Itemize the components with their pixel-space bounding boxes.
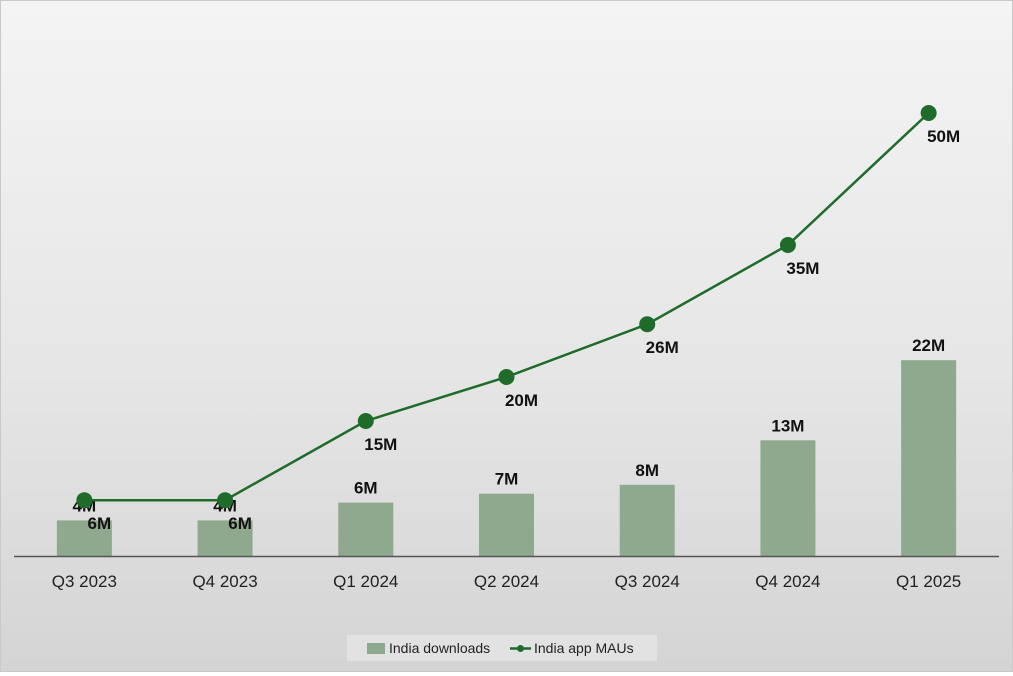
maus-value-label: 26M [646,338,679,357]
bar-5 [619,484,675,556]
maus-value-label: 6M [228,514,252,533]
legend-maus-label: India app MAUs [534,640,634,656]
x-tick-label: Q2 2024 [474,572,539,591]
line-layer: 6M 6M 15M 20M 26M 35M 50M [76,105,960,533]
x-tick-label: Q1 2025 [896,572,961,591]
maus-value-label: 15M [364,435,397,454]
maus-value-label: 6M [88,514,112,533]
bar-6 [760,440,816,556]
x-tick-label: Q4 2024 [755,572,820,591]
bars-layer: 4M4M6M7M8M13M22M [56,336,957,556]
bar-3 [338,502,394,556]
x-tick-labels: Q3 2023 Q4 2023 Q1 2024 Q2 2024 Q3 2024 Q4 20… [52,572,962,591]
bar-value-label: 13M [771,416,804,435]
bar-4 [479,493,534,556]
bar-1 [56,520,112,556]
maus-value-label: 35M [786,259,819,278]
maus-point-4 [498,369,515,385]
x-tick-label: Q3 2023 [52,572,117,591]
maus-point-3 [357,413,374,429]
legend-background [347,635,657,661]
maus-value-label: 20M [505,391,538,410]
x-tick-label: Q4 2023 [192,572,257,591]
maus-point-6 [779,237,796,253]
legend: India downloads India app MAUs [347,635,657,661]
legend-downloads-label: India downloads [389,640,490,656]
bar-value-label: 8M [635,461,659,480]
bar-value-label: 7M [495,470,519,489]
legend-line-marker [517,645,524,652]
x-tick-label: Q1 2024 [333,572,398,591]
maus-point-2 [217,492,234,509]
legend-bar-swatch [367,643,385,654]
bar-value-label: 22M [912,336,945,355]
maus-value-label: 50M [927,127,960,146]
maus-point-5 [639,316,656,333]
x-tick-label: Q3 2024 [615,572,680,591]
bar-2 [197,520,253,556]
maus-point-1 [76,492,93,509]
bar-value-label: 6M [354,479,378,498]
maus-point-7 [920,105,937,121]
bar-7 [901,360,957,556]
